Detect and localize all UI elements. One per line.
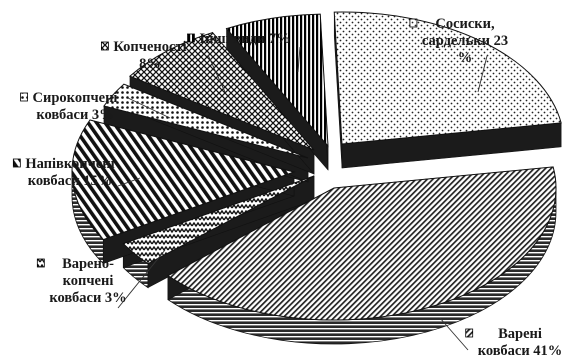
slice-label-line: сардельки 23	[422, 33, 508, 49]
slice-label-line: Сосиски,	[435, 16, 495, 32]
slice-label-line: Варено-	[62, 256, 114, 272]
slice-label-smoked-meats: Копченості 8%	[113, 39, 186, 72]
pie-slice-other	[225, 13, 329, 148]
leader-line-raw-smoked	[127, 97, 171, 119]
slice-label-boiled-smoked: Варено-копчені ковбаси 3%	[49, 256, 126, 306]
slice-label-line: ковбаси 15%	[28, 173, 113, 189]
leader-line-boiled	[439, 317, 469, 351]
slice-label-line: %	[458, 50, 473, 66]
slice-label-line: копчені	[63, 273, 114, 289]
slice-label-line: ковбаси 41%	[478, 343, 563, 359]
slice-label-line: Копченості	[113, 39, 186, 55]
legend-key-semi-smoked	[12, 158, 21, 168]
pie-slice-sausages	[333, 11, 562, 145]
slice-label-line: Інші види 7%	[199, 31, 290, 47]
pie-slice-raw-smoked	[103, 83, 309, 159]
legend-key-raw-smoked	[20, 92, 28, 102]
legend-key-boiled	[465, 328, 474, 338]
leader-line-other	[297, 46, 301, 73]
slice-label-line: ковбаси 3%	[49, 290, 126, 306]
leader-line-boiled-smoked	[117, 249, 166, 309]
leader-line-smoked-meats	[207, 54, 226, 93]
slice-label-line: Варені	[498, 326, 542, 342]
slice-label-line: ковбаси 3%	[36, 107, 113, 123]
legend-key-other	[187, 33, 195, 43]
slice-label-other: Інші види 7%	[199, 31, 290, 47]
slice-label-raw-smoked: Сирокопчені ковбаси 3%	[33, 90, 118, 123]
slice-label-semi-smoked: Напівкопчені ковбаси 15%	[25, 156, 114, 189]
legend-key-boiled-smoked	[36, 258, 45, 268]
leader-line-semi-smoked	[117, 177, 141, 187]
legend-key-sausages	[409, 18, 418, 28]
slice-label-line: Сирокопчені	[33, 90, 118, 106]
pie-slice-semi-smoked	[71, 119, 296, 241]
leader-line-sausages	[477, 55, 488, 93]
pie-slice-boiled	[167, 166, 557, 321]
legend-key-smoked-meats	[100, 41, 109, 51]
pie-slice-smoked-meats	[129, 32, 315, 151]
slice-label-sausages: Сосиски, сардельки 23%	[422, 16, 508, 66]
slice-label-line: Напівкопчені	[25, 156, 114, 172]
slice-label-boiled: Варені ковбаси 41%	[478, 326, 563, 359]
slice-label-line: 8%	[139, 56, 161, 72]
pie-slice-boiled-smoked	[122, 175, 315, 265]
